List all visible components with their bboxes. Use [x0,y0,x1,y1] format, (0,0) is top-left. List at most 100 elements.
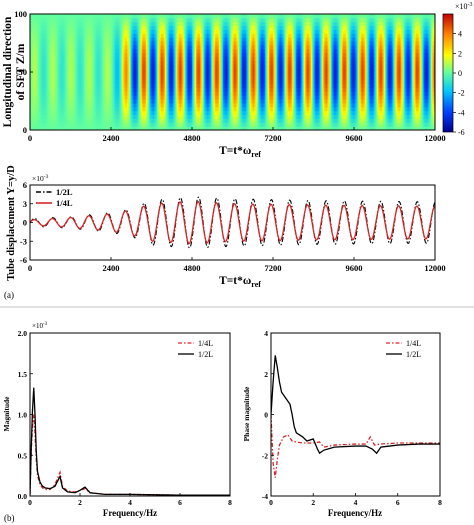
heatmap-cell [212,91,215,96]
heatmap-cell [252,60,255,65]
heatmap-cell [147,99,150,104]
heatmap-cell [75,21,78,27]
heatmap-cell [34,68,36,73]
heatmap-cell [100,75,103,81]
heatmap-cell [73,48,76,54]
heatmap-cell [220,87,223,92]
heatmap-cell [57,83,59,88]
heatmap-cell [236,25,239,30]
heatmap-cell [193,64,196,69]
heatmap-cell [34,106,36,112]
heatmap-cell [52,122,55,127]
heatmap-cell [202,68,205,73]
heatmap-cell [159,122,162,127]
heatmap-cell [50,21,53,27]
heatmap-cell [84,64,86,69]
heatmap-cell [146,122,148,127]
heatmap-cell [171,72,174,77]
heatmap-cell [217,87,220,92]
heatmap-cell [228,25,231,30]
heatmap-cell [208,44,211,50]
heatmap-cell [112,79,115,85]
heatmap-cell [150,99,152,104]
heatmap-cell [58,83,61,88]
heatmap-cell [143,110,146,116]
heatmap-cell [250,56,252,61]
heatmap-cell [229,79,232,85]
heatmap-cell [51,64,54,69]
heatmap-cell [44,126,47,130]
heatmap-cell [210,37,213,42]
heatmap-cell [216,87,219,92]
heatmap-cell [115,106,117,112]
heatmap-cell [59,106,62,112]
heatmap-cell [158,60,161,65]
heatmap-cell [101,110,104,116]
heatmap-cell [48,114,51,119]
heatmap-cell [246,29,248,34]
heatmap-cell [205,52,208,58]
heatmap-cell [159,33,162,38]
heatmap-cell [192,56,194,61]
heatmap-cell [240,41,243,46]
heatmap-cell [139,95,142,100]
heatmap-cell [142,60,144,65]
heatmap-cell [62,118,65,123]
heatmap-cell [232,41,235,46]
heatmap-cell [201,33,204,38]
heatmap-cell [221,14,224,19]
heatmap-cell [34,64,36,69]
heatmap-cell [227,25,229,30]
heatmap-cell [94,99,97,104]
heatmap-cell [225,72,228,77]
heatmap-cell [62,114,65,119]
heatmap-cell [47,126,50,130]
heatmap-cell [142,122,144,127]
heatmap-cell [81,29,84,34]
heatmap-cell [163,44,166,50]
heatmap-cell [150,79,152,85]
heatmap-cell [248,110,251,116]
heatmap-cell [214,52,217,58]
heatmap-cell [209,25,212,30]
heatmap-cell [254,83,256,88]
heatmap-cell [170,79,173,85]
heatmap-cell [138,110,140,116]
heatmap-cell [177,44,179,50]
heatmap-cell [196,44,198,50]
heatmap-cell [194,52,197,58]
heatmap-cell [200,79,202,85]
heatmap-cell [147,52,150,58]
heatmap-cell [151,17,154,23]
heatmap-cell [127,87,130,92]
heatmap-cell [252,17,255,23]
heatmap-cell [246,41,248,46]
heatmap-cell [213,44,216,50]
heatmap-cell [177,25,179,30]
heatmap-cell [58,75,61,81]
heatmap-cell [38,37,40,42]
heatmap-cell [136,106,139,112]
heatmap-cell [166,118,169,123]
heatmap-cell [39,75,42,81]
heatmap-cell [135,25,138,30]
heatmap-cell [213,33,216,38]
heatmap-cell [105,44,108,50]
heatmap-cell [233,29,236,34]
heatmap-cell [186,99,189,104]
heatmap-cell [182,21,185,27]
heatmap-cell [244,21,247,27]
heatmap-cell [217,48,220,54]
heatmap-cell [96,72,98,77]
heatmap-cell [250,126,252,130]
heatmap-cell [219,99,221,104]
heatmap-cell [182,114,185,119]
heatmap-cell [88,48,90,54]
heatmap-cell [63,52,66,58]
heatmap-cell [40,79,43,85]
heatmap-cell [86,37,89,42]
heatmap-cell [108,41,111,46]
heatmap-cell [240,17,243,23]
heatmap-cell [229,33,232,38]
heatmap-cell [220,102,223,108]
